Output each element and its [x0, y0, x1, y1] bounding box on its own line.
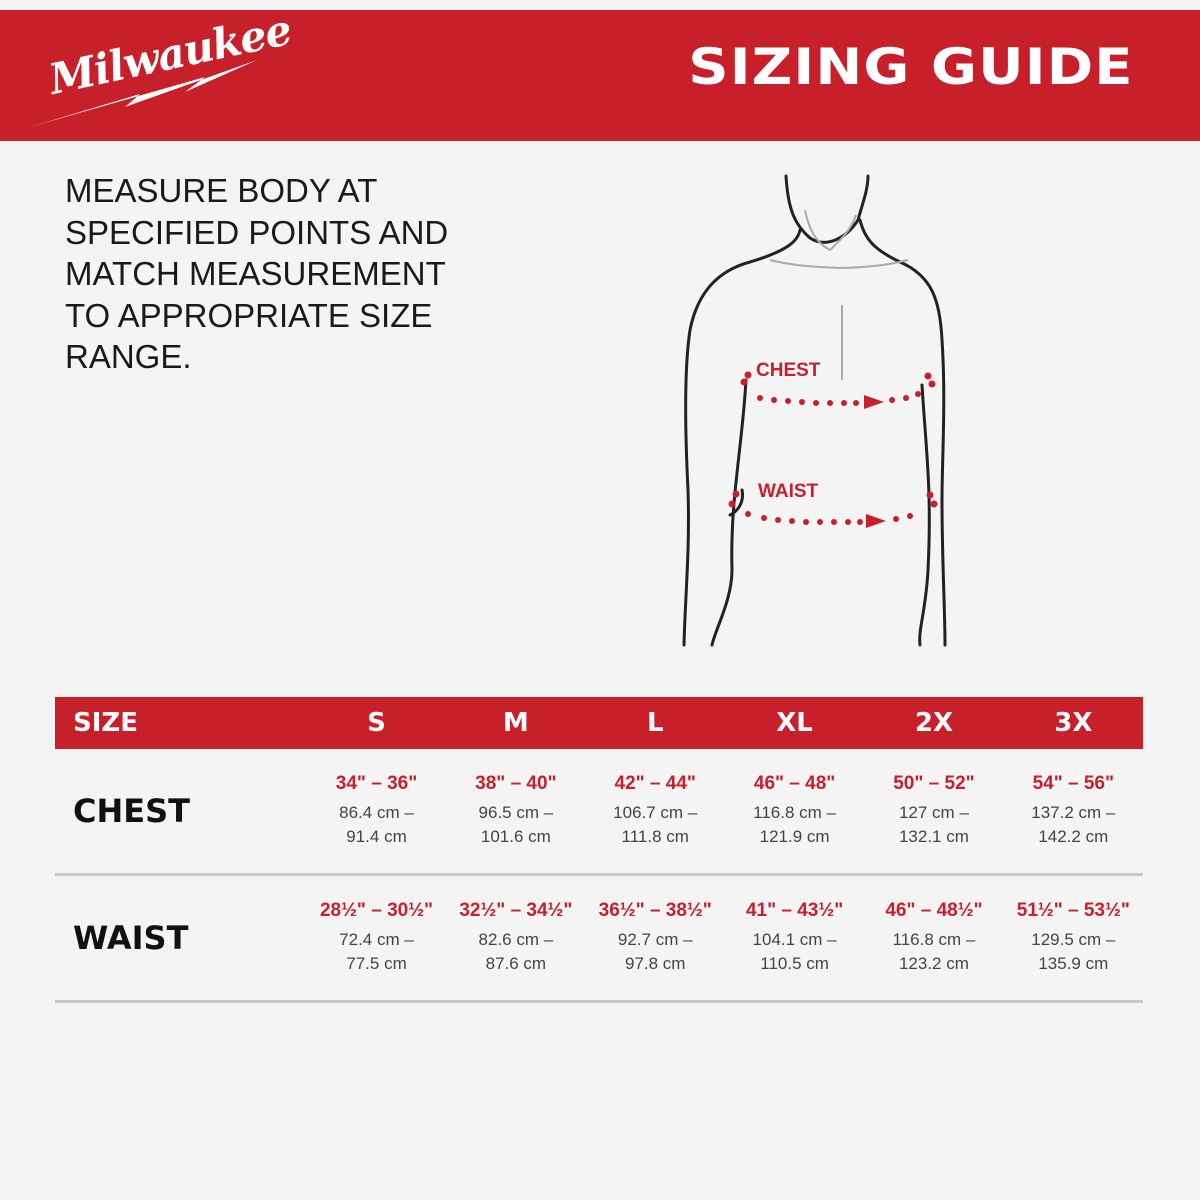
size-header: SIZE [73, 708, 139, 738]
cm-range: 116.8 cm – 121.9 cm [753, 803, 836, 846]
cm-range: 104.1 cm – 110.5 cm [752, 930, 837, 973]
inch-range: 32½" – 34½" [459, 900, 573, 921]
size-col-3x: 3X [1054, 708, 1093, 738]
body-figure: CHEST WAIST [682, 174, 947, 647]
header-banner: Milwaukee SIZING GUIDE [0, 5, 1200, 141]
table-cell: 42" – 44" 106.7 cm – 111.8 cm [586, 773, 725, 849]
cm-range: 106.7 cm – 111.8 cm [613, 803, 698, 846]
inch-range: 46" – 48½" [885, 900, 983, 921]
inch-range: 54" – 56" [1032, 773, 1115, 794]
table-cell: 41" – 43½" 104.1 cm – 110.5 cm [725, 900, 864, 976]
size-table: SIZE S M L XL 2X 3X CHEST 34" – 36" 86.4 … [55, 697, 1143, 1003]
size-col-xl: XL [776, 708, 813, 738]
cm-range: 82.6 cm – 87.6 cm [478, 930, 554, 973]
table-cell: 46" – 48" 116.8 cm – 121.9 cm [725, 773, 864, 849]
inch-range: 28½" – 30½" [319, 900, 434, 921]
size-col-2x: 2X [914, 708, 954, 738]
size-col-l: L [646, 708, 664, 738]
inch-range: 38" – 40" [475, 773, 557, 794]
table-cell: 51½" – 53½" 129.5 cm – 135.9 cm [1004, 900, 1143, 976]
inch-range: 42" – 44" [614, 773, 696, 794]
inch-range: 50" – 52" [893, 773, 975, 794]
cm-range: 86.4 cm – 91.4 cm [339, 803, 414, 846]
table-cell: 38" – 40" 96.5 cm – 101.6 cm [446, 773, 585, 849]
table-row-chest: CHEST 34" – 36" 86.4 cm – 91.4 cm 38" – 4… [55, 749, 1143, 876]
table-header-row: SIZE S M L XL 2X 3X [55, 697, 1143, 749]
chest-label: CHEST [756, 360, 821, 381]
inch-range: 34" – 36" [335, 773, 418, 794]
row-label: WAIST [73, 919, 189, 957]
cm-range: 137.2 cm – 142.2 cm [1031, 803, 1116, 846]
table-cell: 46" – 48½" 116.8 cm – 123.2 cm [864, 900, 1003, 976]
cm-range: 92.7 cm – 97.8 cm [617, 930, 693, 973]
cm-range: 116.8 cm – 123.2 cm [892, 930, 976, 973]
table-cell: 34" – 36" 86.4 cm – 91.4 cm [307, 773, 446, 849]
inch-range: 41" – 43½" [745, 900, 844, 921]
inch-range: 36½" – 38½" [598, 900, 712, 921]
inch-range: 46" – 48" [753, 773, 836, 794]
milwaukee-logo: Milwaukee [25, 5, 295, 132]
page-title: SIZING GUIDE [688, 38, 1134, 96]
cm-range: 129.5 cm – 135.9 cm [1031, 930, 1116, 973]
cm-range: 127 cm – 132.1 cm [898, 803, 969, 846]
table-cell: 32½" – 34½" 82.6 cm – 87.6 cm [446, 900, 585, 976]
cm-range: 72.4 cm – 77.5 cm [339, 930, 414, 973]
instructions-text: MEASURE BODY AT SPECIFIED POINTS AND MAT… [65, 172, 449, 375]
lightning-bolt-icon [30, 60, 257, 127]
table-cell: 36½" – 38½" 92.7 cm – 97.8 cm [586, 900, 725, 976]
inch-range: 51½" – 53½" [1016, 900, 1130, 921]
cm-range: 96.5 cm – 101.6 cm [478, 803, 554, 846]
waist-label: WAIST [758, 481, 819, 502]
table-cell: 28½" – 30½" 72.4 cm – 77.5 cm [307, 900, 446, 976]
table-row-waist: WAIST 28½" – 30½" 72.4 cm – 77.5 cm 32½" … [55, 876, 1143, 1003]
size-col-m: M [502, 708, 529, 738]
size-col-s: S [367, 708, 386, 738]
table-cell: 50" – 52" 127 cm – 132.1 cm [864, 773, 1003, 849]
row-label: CHEST [73, 792, 190, 830]
table-cell: 54" – 56" 137.2 cm – 142.2 cm [1004, 773, 1143, 849]
